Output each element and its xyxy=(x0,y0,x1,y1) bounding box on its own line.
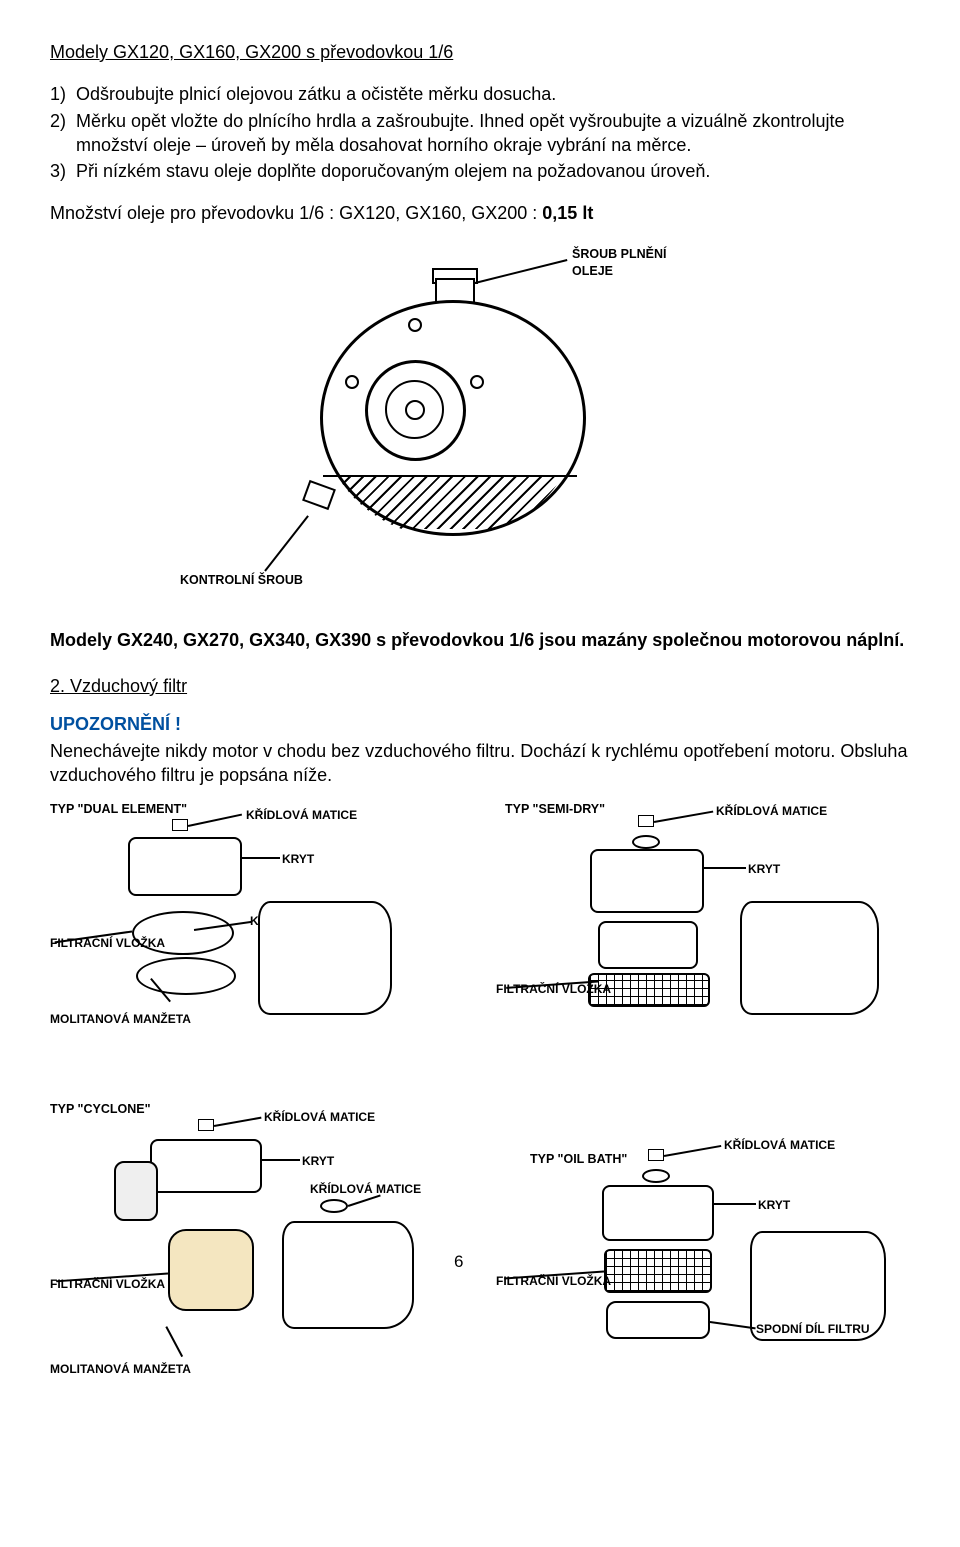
label-check-bolt: KONTROLNÍ ŠROUB xyxy=(180,572,303,589)
label-cover: KRYT xyxy=(282,851,314,867)
step-2: 2) Měrku opět vložte do plnícího hrdla a… xyxy=(50,109,910,158)
type-semi-dry: TYP "SEMI-DRY" xyxy=(505,801,605,818)
step-1: 1) Odšroubujte plnicí olejovou zátku a o… xyxy=(50,82,910,106)
page-number: 6 xyxy=(454,1251,463,1274)
label-wingnut: KŘÍDLOVÁ MATICE xyxy=(246,807,357,823)
label-foam-2: MOLITANOVÁ MANŽETA xyxy=(50,1361,191,1377)
label-wingnut-3: KŘÍDLOVÁ MATICE xyxy=(716,803,827,819)
step-text: Odšroubujte plnicí olejovou zátku a očis… xyxy=(76,82,556,106)
step-number: 3) xyxy=(50,159,76,183)
label-cover-2: KRYT xyxy=(748,861,780,877)
step-number: 2) xyxy=(50,109,76,158)
quantity-line: Množství oleje pro převodovku 1/6 : GX12… xyxy=(50,201,910,225)
quantity-prefix: Množství oleje pro převodovku 1/6 : GX12… xyxy=(50,203,542,223)
warning-heading: UPOZORNĚNÍ ! xyxy=(50,712,910,736)
label-cover-3: KRYT xyxy=(302,1153,334,1169)
label-bottom-part: SPODNÍ DÍL FILTRU xyxy=(756,1321,870,1337)
label-insert-4: FILTRAČNÍ VLOŽKA xyxy=(496,1273,611,1289)
label-insert-2: FILTRAČNÍ VLOŽKA xyxy=(496,981,611,997)
type-cyclone: TYP "CYCLONE" xyxy=(50,1101,151,1118)
label-wingnut-6: KŘÍDLOVÁ MATICE xyxy=(724,1137,835,1153)
label-wingnut-5: KŘÍDLOVÁ MATICE xyxy=(310,1181,421,1197)
warning-text: Nenechávejte nikdy motor v chodu bez vzd… xyxy=(50,739,910,788)
gearbox-diagram: ŠROUB PLNĚNÍ OLEJE KONTROLNÍ ŠROUB xyxy=(50,240,910,600)
step-text: Měrku opět vložte do plnícího hrdla a za… xyxy=(76,109,910,158)
label-insert-3: FILTRAČNÍ VLOŽKA xyxy=(50,1276,165,1292)
section-title: Modely GX120, GX160, GX200 s převodovkou… xyxy=(50,40,910,64)
air-filter-diagrams: TYP "DUAL ELEMENT" KŘÍDLOVÁ MATICE KRYT … xyxy=(50,801,910,1401)
label-insert: FILTRAČNÍ VLOŽKA xyxy=(50,935,165,951)
label-fill-plug: ŠROUB PLNĚNÍ OLEJE xyxy=(572,246,666,280)
step-3: 3) Při nízkém stavu oleje doplňte doporu… xyxy=(50,159,910,183)
section-2-heading: 2. Vzduchový filtr xyxy=(50,674,910,698)
label-cover-4: KRYT xyxy=(758,1197,790,1213)
ordered-steps: 1) Odšroubujte plnicí olejovou zátku a o… xyxy=(50,82,910,183)
label-wingnut-4: KŘÍDLOVÁ MATICE xyxy=(264,1109,375,1125)
quantity-value: 0,15 lt xyxy=(542,203,593,223)
shared-lubrication-note: Modely GX240, GX270, GX340, GX390 s přev… xyxy=(50,628,910,652)
label-foam: MOLITANOVÁ MANŽETA xyxy=(50,1011,191,1027)
step-number: 1) xyxy=(50,82,76,106)
step-text: Při nízkém stavu oleje doplňte doporučov… xyxy=(76,159,710,183)
type-oil-bath: TYP "OIL BATH" xyxy=(530,1151,627,1168)
type-dual-element: TYP "DUAL ELEMENT" xyxy=(50,801,187,818)
